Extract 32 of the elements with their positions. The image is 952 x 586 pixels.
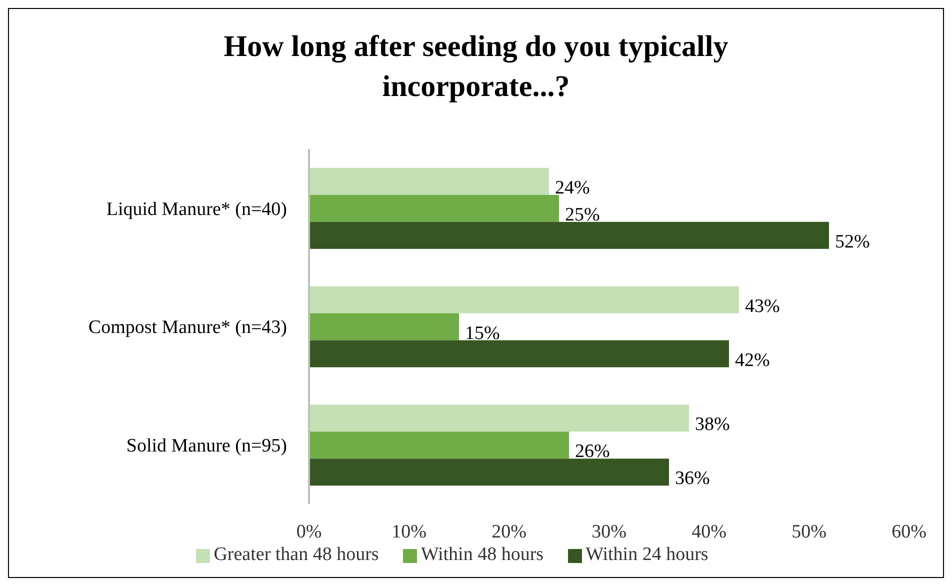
x-tick-label: 40% (692, 521, 727, 542)
bar (309, 313, 459, 340)
bar (309, 168, 549, 195)
bar (309, 286, 739, 314)
data-label: 24% (555, 177, 590, 198)
legend-label: Within 48 hours (420, 544, 544, 565)
bar (309, 194, 559, 222)
data-label: 52% (835, 231, 870, 252)
bar (309, 432, 569, 459)
data-label: 15% (465, 322, 500, 344)
data-label: 25% (565, 204, 600, 226)
legend-label: Within 24 hours (586, 544, 708, 565)
data-label: 43% (745, 296, 780, 317)
chart-title: How long after seeding do you typically incorporate...? (222, 29, 730, 105)
x-tick-label: 20% (492, 521, 527, 542)
data-label: 26% (575, 441, 610, 462)
y-tick-label: Liquid Manure* (n=40) (106, 198, 287, 220)
y-tick-label: Solid Manure (n=95) (126, 436, 287, 457)
x-tick-label: 10% (392, 521, 427, 542)
x-tick-label: 0% (296, 521, 322, 542)
x-tick-label: 50% (792, 521, 827, 542)
bar (309, 222, 829, 249)
y-tick-label: Compost Manure* (n=43) (88, 317, 287, 338)
bar (309, 458, 669, 486)
legend-label: Greater than 48 hours (214, 544, 379, 565)
data-label: 42% (735, 350, 770, 371)
x-tick-label: 60% (892, 521, 927, 542)
x-tick-label: 30% (592, 521, 627, 542)
bar (309, 404, 689, 432)
bar (309, 340, 729, 368)
data-label: 36% (675, 468, 710, 490)
data-label: 38% (695, 414, 730, 436)
